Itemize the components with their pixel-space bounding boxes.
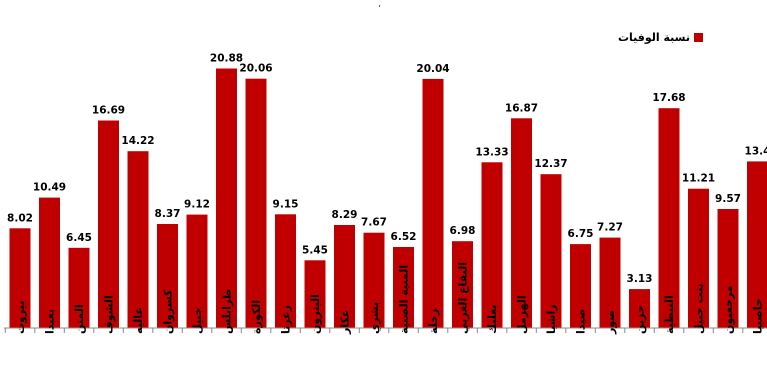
value-label: 8.02: [7, 212, 33, 224]
value-label: 13.33: [475, 146, 508, 158]
value-label: 6.98: [450, 225, 476, 237]
category-label: راشيا: [545, 304, 558, 334]
value-label: 20.06: [239, 63, 272, 75]
value-label: 6.52: [391, 231, 417, 243]
value-label: 11.21: [682, 173, 715, 185]
category-label: زحلة: [427, 309, 440, 334]
category-label: المنية الضنية: [398, 265, 411, 334]
category-label: عكار: [339, 310, 352, 335]
category-label: النبطية: [663, 295, 676, 334]
category-label: زغرتا: [280, 305, 293, 334]
legend: نسبة الوفيات: [618, 31, 703, 44]
value-label: 9.57: [715, 193, 741, 205]
bar: [717, 209, 739, 328]
value-label: 6.45: [66, 232, 92, 244]
bar: [9, 228, 31, 328]
bar: [481, 162, 503, 328]
value-label: 16.69: [92, 105, 125, 117]
value-label: 12.37: [534, 158, 567, 170]
value-label: 14.22: [121, 135, 154, 147]
x-axis: [4, 327, 767, 333]
category-label: المتن: [73, 304, 86, 334]
bar: [540, 174, 562, 328]
bar: [688, 188, 709, 328]
bar: [68, 247, 90, 328]
category-label: البترون: [309, 294, 322, 334]
bar: [747, 161, 767, 328]
bar: [98, 120, 119, 328]
bar: [629, 289, 650, 328]
category-label: جبيل: [191, 307, 204, 334]
value-label: 8.29: [332, 209, 358, 221]
category-label: كسروان: [162, 289, 175, 334]
value-label: 8.37: [155, 208, 181, 220]
category-label: حاصبيا: [752, 298, 765, 334]
value-label: 3.13: [627, 273, 653, 285]
bar: [363, 232, 385, 328]
bar: [334, 225, 355, 328]
legend-swatch: [694, 33, 703, 42]
category-label: البقاع الغربي: [457, 262, 470, 334]
value-label: 5.45: [302, 244, 328, 256]
category-labels-group: بيروت بعبدا المتن الشوف عاليه كسروان جبيل طرابل…: [14, 262, 765, 335]
top-mark: ،: [378, 0, 381, 10]
bar: [39, 197, 60, 328]
value-label: 16.87: [505, 102, 538, 114]
value-label: 7.27: [597, 222, 623, 234]
bar: [511, 118, 532, 328]
bars-group: [9, 68, 767, 329]
bar: [570, 244, 591, 328]
value-label: 7.67: [361, 217, 387, 229]
value-label: 17.68: [652, 92, 685, 104]
category-label: بعبدا: [44, 309, 57, 334]
legend-label: نسبة الوفيات: [618, 31, 690, 44]
bar: [127, 151, 149, 328]
value-label: 13.4: [745, 145, 767, 157]
category-label: مرجعيون: [722, 285, 735, 334]
category-label: بيروت: [14, 301, 27, 334]
bar: [304, 260, 326, 328]
value-labels-group: 8.0210.496.4516.6914.228.379.1220.8820.0…: [7, 53, 767, 286]
category-label: صور: [604, 310, 617, 335]
category-label: جزين: [634, 305, 647, 334]
value-label: 6.75: [568, 228, 594, 240]
value-label: 10.49: [33, 182, 66, 194]
bar: [393, 247, 414, 328]
category-label: طرابلس: [221, 289, 234, 334]
category-label: الهرمل: [516, 295, 529, 334]
bar: [157, 224, 178, 328]
value-label: 20.04: [416, 63, 449, 75]
value-label: 20.88: [210, 53, 243, 65]
bar: [275, 214, 296, 328]
bar: [422, 78, 444, 329]
bar: [186, 214, 208, 328]
bar: [599, 237, 621, 328]
bar: [216, 68, 237, 328]
category-label: بشري: [368, 302, 381, 334]
bar: [245, 78, 267, 328]
category-label: الكورة: [250, 300, 263, 334]
category-label: بعلبك: [486, 304, 499, 334]
category-label: عاليه: [132, 307, 145, 334]
category-label: صيدا: [575, 309, 588, 334]
bar: [452, 241, 473, 328]
bar: [658, 108, 680, 328]
value-label: 9.12: [184, 199, 210, 211]
category-label: الشوف: [103, 295, 116, 334]
value-label: 9.15: [273, 198, 299, 210]
category-label: بنت جبيل: [693, 283, 706, 334]
